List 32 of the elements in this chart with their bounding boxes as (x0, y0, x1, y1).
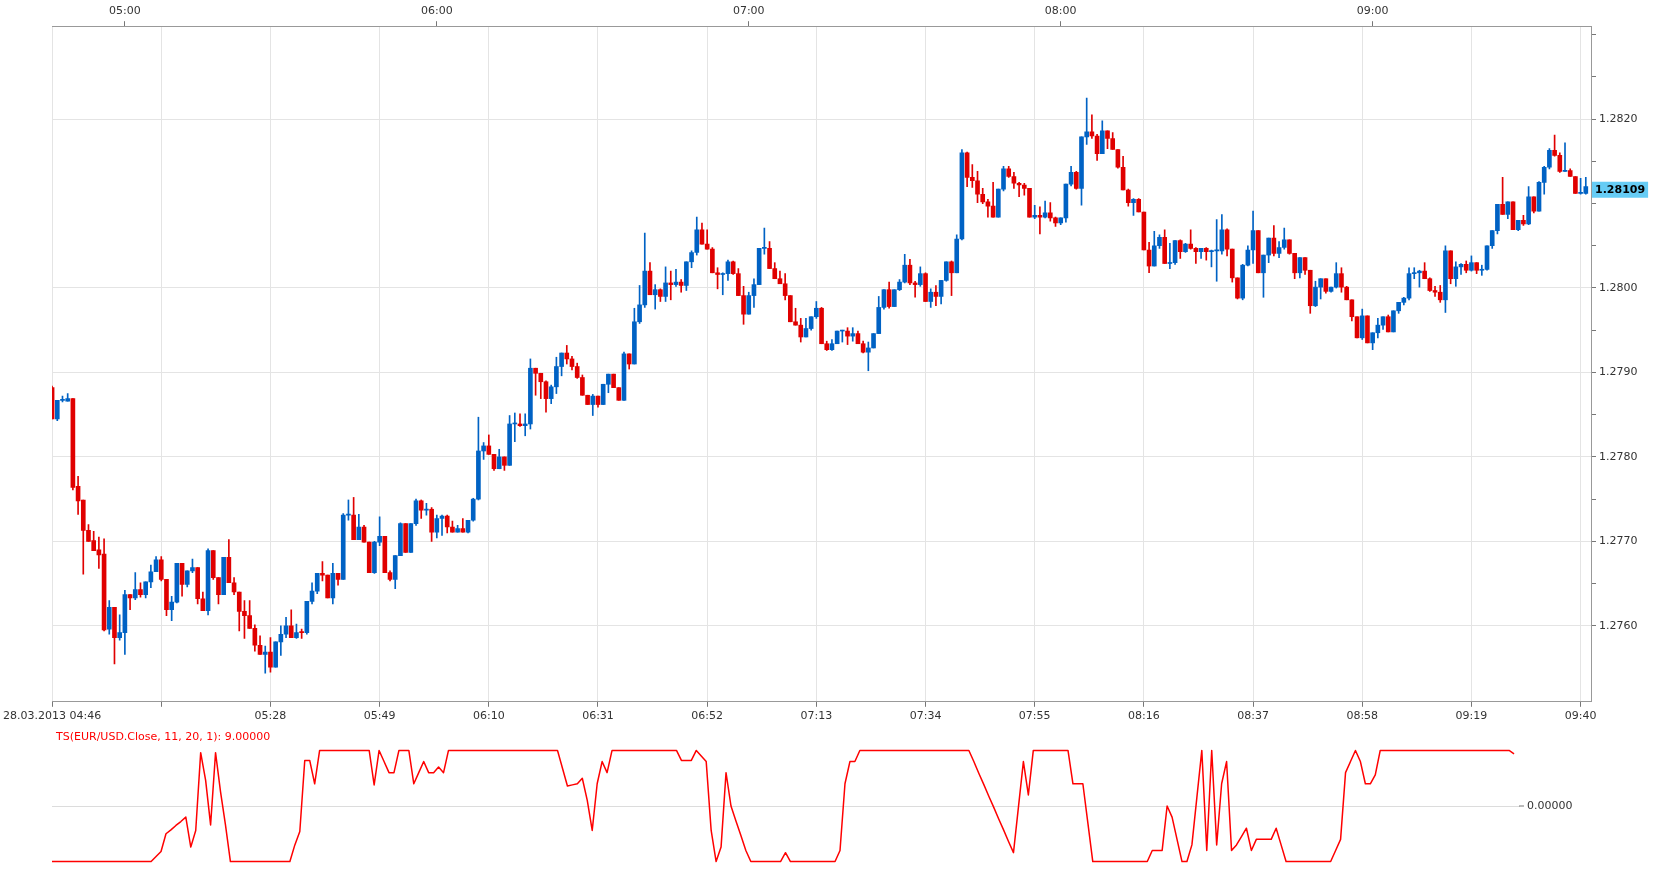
x-tick-label: 07:34 (909, 709, 942, 723)
y-tick-label: 1.2770 (1599, 534, 1638, 548)
x-tick-label: 06:10 (472, 709, 505, 723)
text: TS(EUR/USD.Close, 11, 20, 1): 9.00000 (55, 730, 271, 744)
y-tick-label: 1.2820 (1599, 111, 1638, 125)
y-tick-label: 1.2790 (1599, 365, 1638, 379)
text: 0.00000 (1527, 798, 1573, 812)
text: 1.28109 (1595, 182, 1646, 196)
y-tick-label: 1.2760 (1599, 618, 1638, 632)
x-tick-label: 28.03.2013 04:46 (3, 709, 102, 723)
x2-tick-label: 05:00 (109, 4, 141, 18)
x-tick-label: 09:19 (1455, 709, 1488, 723)
x2-tick-label: 07:00 (732, 4, 765, 18)
candlestick (1255, 230, 1261, 274)
candlestick (1141, 211, 1147, 251)
x-tick-label: 09:40 (1564, 709, 1597, 723)
x2-tick-label: 08:00 (1044, 4, 1077, 18)
x-tick-label: 06:31 (582, 709, 614, 723)
y-tick-label: 1.2780 (1599, 449, 1638, 463)
x-tick-label: 06:52 (691, 709, 724, 723)
x-tick-label: 08:37 (1237, 709, 1269, 723)
x-tick-label: 08:16 (1128, 709, 1160, 723)
x2-tick-label: 06:00 (420, 4, 453, 18)
x-tick-label: 07:55 (1018, 709, 1051, 723)
x2-tick-label: 09:00 (1356, 4, 1389, 18)
y-tick-label: 1.2800 (1599, 280, 1638, 294)
candlestick (1515, 220, 1521, 231)
x-tick-label: 05:28 (254, 709, 287, 723)
x-tick-label: 07:13 (800, 709, 833, 723)
x-tick-label: 05:49 (363, 709, 396, 723)
x-tick-label: 08:58 (1346, 709, 1379, 723)
candlestick (1510, 201, 1516, 231)
